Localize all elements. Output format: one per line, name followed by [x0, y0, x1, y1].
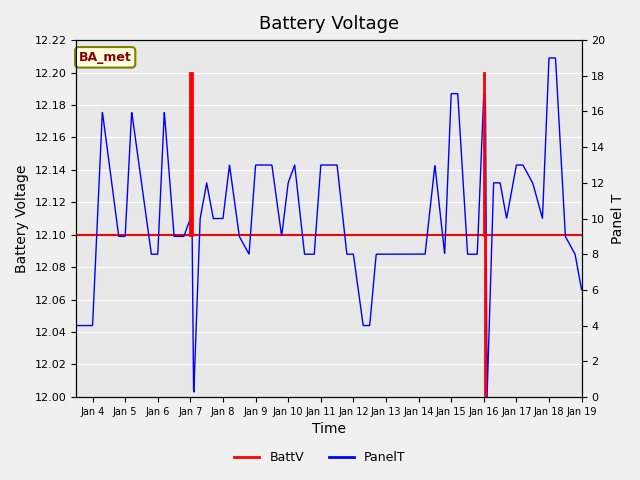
- Title: Battery Voltage: Battery Voltage: [259, 15, 399, 33]
- Legend: BattV, PanelT: BattV, PanelT: [229, 446, 411, 469]
- Text: BA_met: BA_met: [79, 51, 132, 64]
- Y-axis label: Battery Voltage: Battery Voltage: [15, 164, 29, 273]
- Y-axis label: Panel T: Panel T: [611, 193, 625, 244]
- X-axis label: Time: Time: [312, 422, 346, 436]
